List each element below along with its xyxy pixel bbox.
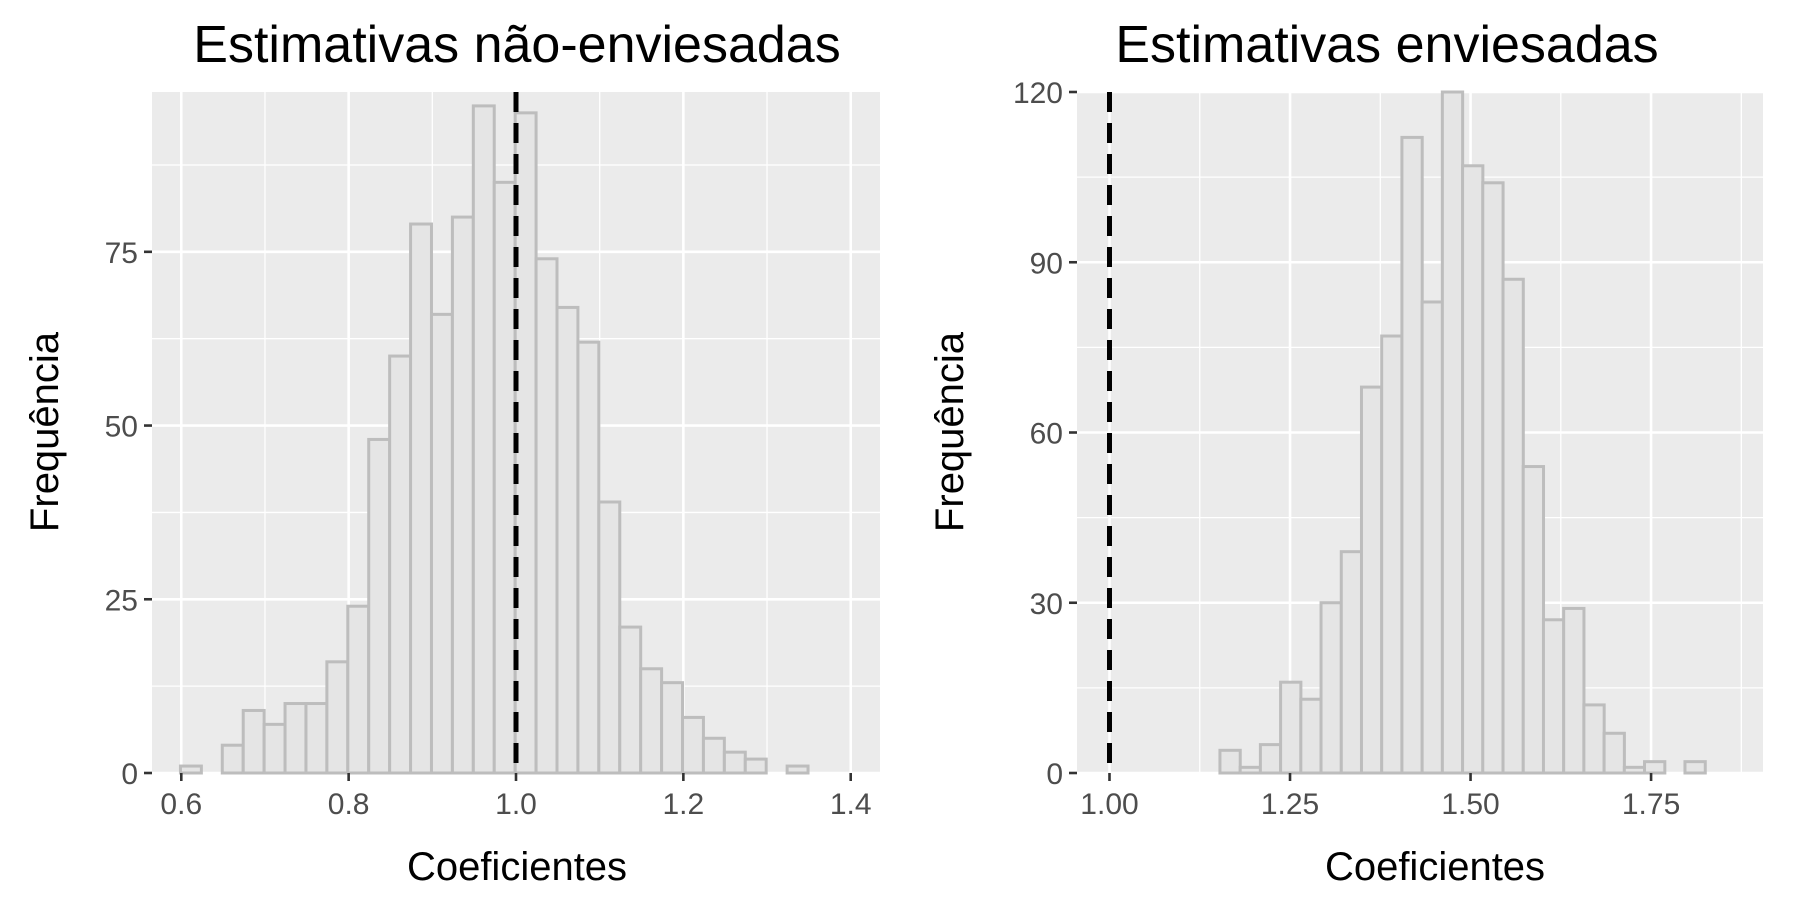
histogram-bar xyxy=(722,750,747,775)
histogram-panel-biased: 1.00 1.25 1.50 1.75 0 30 60 90 120 Estimativas e… xyxy=(928,16,1763,889)
y-tick-label: 0 xyxy=(121,758,138,791)
x-tick-label: 1.75 xyxy=(1622,788,1680,821)
histogram-bar xyxy=(1521,465,1546,775)
histogram-bar xyxy=(660,681,685,775)
histogram-bar xyxy=(1238,765,1262,775)
histogram-bar xyxy=(1622,765,1647,775)
histogram-bar xyxy=(1359,385,1384,775)
histogram-bar xyxy=(409,222,433,775)
histogram-bar xyxy=(304,702,329,775)
histogram-panel-unbiased: 0.6 0.8 1.0 1.2 1.4 0 25 50 75 Estimativas não-e… xyxy=(23,16,880,889)
histogram-bar xyxy=(262,722,287,775)
histogram-bar xyxy=(471,104,496,775)
histogram-bar xyxy=(346,604,371,775)
histogram-bar xyxy=(241,708,266,775)
x-axis-label: Coeficientes xyxy=(1325,845,1545,889)
histogram-bar xyxy=(681,715,705,775)
y-tick-label: 90 xyxy=(1030,247,1063,280)
histogram-bar xyxy=(1643,760,1667,775)
histogram-bar xyxy=(1461,164,1485,775)
y-tick-label: 75 xyxy=(105,237,138,270)
x-tick-label: 1.25 xyxy=(1261,788,1319,821)
histogram-bar xyxy=(1541,618,1566,775)
histogram-bar xyxy=(1582,703,1606,775)
histogram-bar xyxy=(555,305,580,775)
y-tick-label: 25 xyxy=(105,584,138,617)
histogram-bar xyxy=(450,215,475,775)
histogram-bar xyxy=(1440,90,1465,775)
histogram-bar xyxy=(1380,334,1404,775)
histogram-bar xyxy=(701,736,726,775)
panel-title: Estimativas não-enviesadas xyxy=(193,16,840,74)
x-axis-label: Coeficientes xyxy=(407,845,627,889)
histogram-bar xyxy=(429,312,454,775)
histogram-bar xyxy=(618,625,643,775)
y-tick-label: 30 xyxy=(1030,588,1063,621)
histogram-bar xyxy=(178,764,203,775)
histogram-bar xyxy=(1400,135,1424,775)
histogram-bar xyxy=(220,743,245,775)
y-tick-label: 50 xyxy=(105,411,138,444)
histogram-bar xyxy=(743,757,768,775)
histogram-bar xyxy=(576,340,601,775)
y-tick-label: 0 xyxy=(1046,758,1063,791)
histogram-bar xyxy=(1420,300,1444,775)
y-tick-label: 120 xyxy=(1013,77,1063,110)
y-axis-label: Frequência xyxy=(928,331,972,532)
y-tick-label: 60 xyxy=(1030,418,1063,451)
histogram-bar xyxy=(1299,697,1323,775)
histogram-bar xyxy=(283,702,308,775)
x-tick-label: 1.00 xyxy=(1080,788,1138,821)
x-tick-label: 1.2 xyxy=(662,788,704,821)
histogram-bar xyxy=(1501,277,1525,775)
histogram-bar xyxy=(639,667,664,775)
histogram-bar xyxy=(1339,550,1364,775)
histogram-bar xyxy=(325,660,350,775)
histogram-bar xyxy=(597,500,622,775)
x-tick-label: 0.8 xyxy=(328,788,370,821)
histogram-bar xyxy=(534,257,559,775)
histogram-bar xyxy=(367,437,392,775)
histogram-bar xyxy=(1319,601,1343,775)
histogram-bar xyxy=(1683,760,1707,775)
histogram-bar xyxy=(1602,731,1626,775)
histogram-bar xyxy=(388,354,413,775)
y-axis-label: Frequência xyxy=(23,331,67,532)
x-tick-label: 1.4 xyxy=(830,788,872,821)
histogram-bar xyxy=(1481,181,1505,775)
histogram-bar xyxy=(492,180,517,775)
histogram-bar xyxy=(1218,748,1242,775)
histogram-bar xyxy=(1258,743,1283,775)
histogram-bar xyxy=(785,764,810,775)
histogram-bar xyxy=(1562,606,1586,775)
x-tick-label: 1.50 xyxy=(1441,788,1499,821)
x-tick-label: 0.6 xyxy=(160,788,202,821)
panel-title: Estimativas enviesadas xyxy=(1115,16,1658,74)
histogram-bar xyxy=(1279,680,1303,775)
x-tick-label: 1.0 xyxy=(495,788,537,821)
